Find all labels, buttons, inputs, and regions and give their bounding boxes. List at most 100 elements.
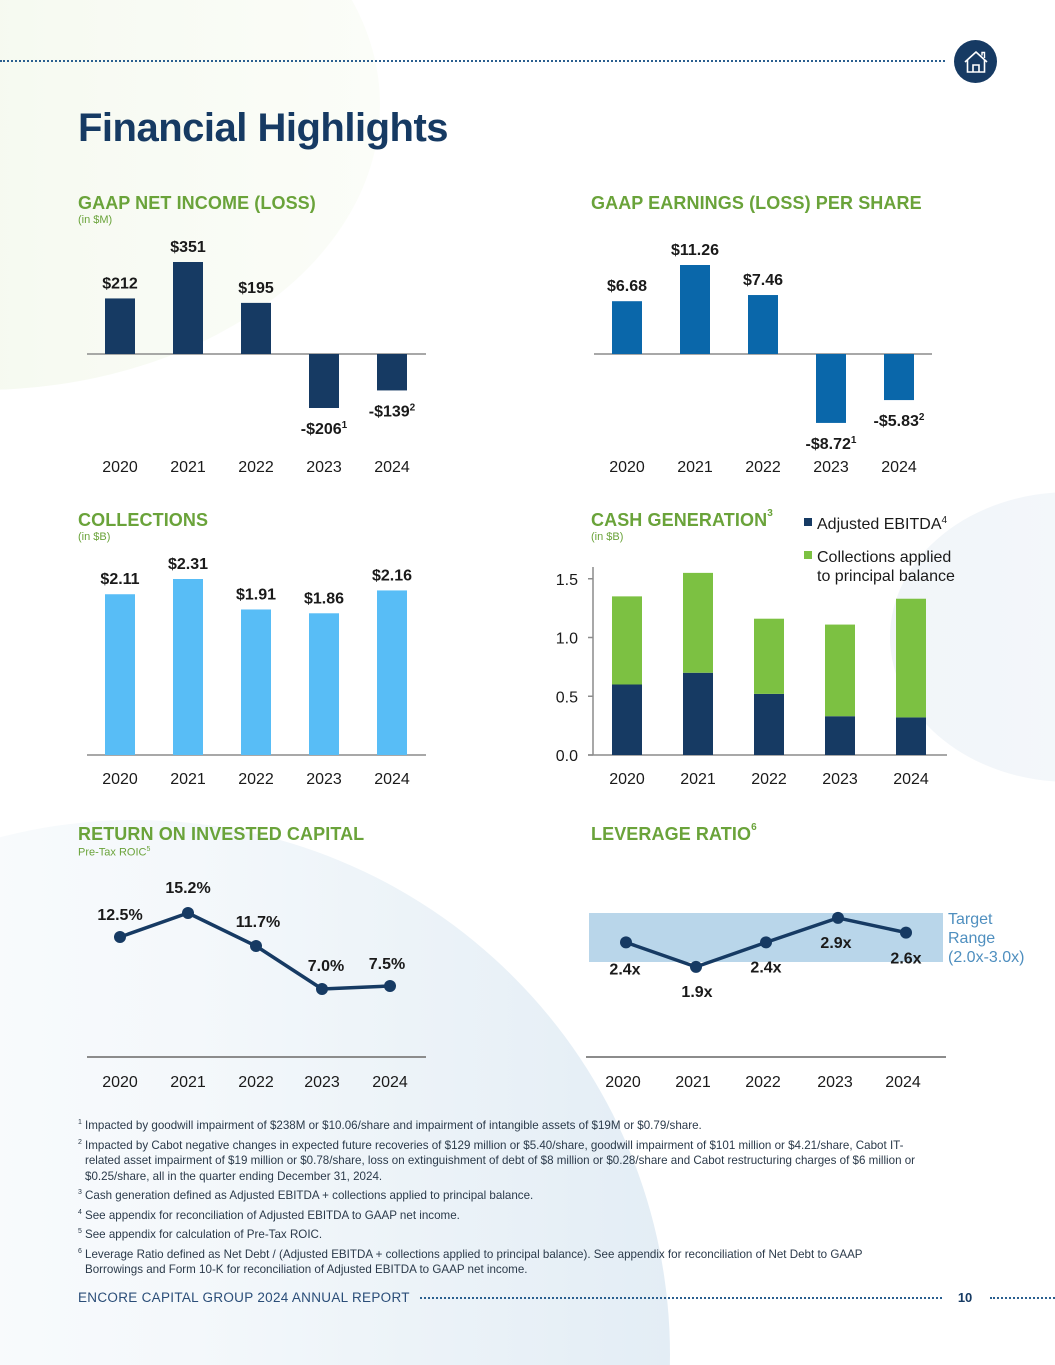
eps-data-label: $7.46: [743, 272, 783, 289]
cash-bar-adjusted-ebitda: [612, 684, 642, 755]
footnote-6: 6 Leverage Ratio defined as Net Debt / (A…: [78, 1247, 988, 1278]
eps-bar: [680, 265, 710, 354]
leverage-target-range-label: Range: [948, 930, 995, 947]
net-income-bar: [173, 262, 203, 354]
cash-y-tick-label: 0.5: [556, 689, 578, 706]
roic-x-tick-label: 2024: [372, 1074, 408, 1091]
leverage-data-label: 1.9x: [681, 984, 712, 1001]
collections-bar: [241, 609, 271, 755]
collections-x-tick-label: 2023: [306, 771, 342, 788]
eps-x-tick-label: 2022: [745, 459, 781, 476]
footnote-number: 4: [78, 1208, 82, 1216]
cash-bar-collections-applied: [612, 596, 642, 685]
footnote-number: 1: [78, 1119, 82, 1126]
footnote-1: 1 Impacted by goodwill impairment of $238…: [78, 1118, 988, 1134]
leverage-title-text: LEVERAGE RATIO: [591, 824, 752, 844]
footer: ENCORE CAPITAL GROUP 2024 ANNUAL REPORT …: [78, 1290, 1055, 1305]
legend-label-collections-applied-line2: to principal balance: [817, 568, 955, 585]
eps-x-tick-label: 2024: [881, 459, 917, 476]
eps-x-tick-label: 2021: [677, 459, 713, 476]
legend-label-adjusted-ebitda: Adjusted EBITDA4: [817, 515, 948, 533]
leverage-data-point: [690, 960, 702, 973]
cash-bar-collections-applied: [825, 624, 855, 717]
footnote-ref: 2: [919, 412, 925, 423]
roic-data-point: [384, 980, 396, 992]
eps-data-label: -$5.832: [874, 412, 925, 430]
collections-subtitle: (in $B): [78, 531, 111, 543]
cash-x-tick-label: 2023: [822, 771, 858, 788]
footnote-2: 2 Impacted by Cabot negative changes in e…: [78, 1138, 988, 1185]
footnote-text-line: Borrowings and Form 10-K for reconciliat…: [85, 1263, 528, 1276]
cash-x-tick-label: 2021: [680, 771, 716, 788]
cash-x-tick-label: 2024: [893, 771, 929, 788]
footnote-text-line: Cash generation defined as Adjusted EBIT…: [85, 1189, 534, 1202]
collections-data-label: $2.16: [372, 567, 412, 584]
footer-report-title: ENCORE CAPITAL GROUP 2024 ANNUAL REPORT: [78, 1290, 410, 1305]
home-icon: [963, 50, 988, 73]
net-income-subtitle: (in $M): [78, 214, 113, 226]
footnote-text-line: Impacted by Cabot negative changes in ex…: [85, 1138, 904, 1152]
collections-data-label: $2.11: [100, 571, 139, 588]
cash-bar-adjusted-ebitda: [754, 693, 784, 755]
roic-x-tick-label: 2021: [170, 1074, 206, 1091]
leverage-x-tick-label: 2021: [675, 1074, 711, 1091]
cash-bar-collections-applied: [896, 598, 926, 718]
footnote-number: 5: [78, 1228, 82, 1235]
roic-data-label: 12.5%: [97, 907, 142, 924]
net-income-bar: [377, 354, 407, 391]
collections-bar: [105, 594, 135, 755]
eps-x-tick-label: 2020: [609, 459, 645, 476]
net-income-bar: [309, 354, 339, 408]
footnote-3: 3 Cash generation defined as Adjusted EBI…: [78, 1188, 988, 1204]
cash-x-tick-label: 2022: [751, 771, 787, 788]
collections-bar: [173, 579, 203, 755]
cash-y-tick-label: 0.0: [556, 748, 578, 765]
eps-title: GAAP EARNINGS (LOSS) PER SHARE: [591, 193, 922, 213]
leverage-data-label: 2.9x: [820, 935, 851, 952]
collections-x-tick-label: 2024: [374, 771, 410, 788]
eps-bar: [748, 295, 778, 354]
page-title: Financial Highlights: [78, 106, 449, 150]
net-income-data-label: $195: [238, 280, 274, 297]
leverage-target-range-label: Target: [948, 911, 993, 928]
footnote-number: 2: [78, 1138, 82, 1146]
roic-x-tick-label: 2020: [102, 1074, 138, 1091]
net-income-x-tick-label: 2021: [170, 459, 206, 476]
roic-data-label: 7.5%: [369, 956, 405, 973]
leverage-x-tick-label: 2024: [885, 1074, 921, 1091]
collections-data-label: $1.91: [236, 586, 276, 603]
eps-bar: [612, 301, 642, 354]
footnote-text-line: Impacted by goodwill impairment of $238M…: [85, 1119, 702, 1132]
footnote-text-line: See appendix for reconciliation of Adjus…: [85, 1208, 460, 1222]
footnote-ref: 1: [342, 420, 348, 431]
cash-y-tick-label: 1.0: [556, 631, 578, 648]
home-button[interactable]: [954, 40, 997, 83]
cash-y-tick-label: 1.5: [556, 572, 578, 589]
eps-bar: [884, 354, 914, 401]
footnote-ref: 1: [851, 435, 857, 446]
footnote-text-line: Leverage Ratio defined as Net Debt / (Ad…: [85, 1247, 863, 1261]
roic-data-label: 11.7%: [236, 914, 280, 931]
net-income-x-tick-label: 2024: [374, 459, 410, 476]
footnote-ref: 2: [410, 402, 416, 413]
cash-bar-collections-applied: [683, 572, 713, 673]
legend-swatch-collections-applied: [804, 551, 812, 559]
footer-dotted-rule: [419, 1296, 942, 1299]
roic-data-point: [250, 940, 262, 952]
footnote-ref: 5: [146, 846, 151, 853]
collections-title: COLLECTIONS: [78, 510, 209, 530]
cash-generation-title: CASH GENERATION3: [591, 508, 773, 531]
eps-data-label: $6.68: [607, 278, 647, 295]
eps-bar: [816, 354, 846, 423]
leverage-data-label: 2.4x: [609, 961, 640, 978]
footnote-5: 5 See appendix for calculation of Pre-Tax…: [78, 1227, 988, 1243]
cash-generation-subtitle: (in $B): [591, 531, 624, 543]
net-income-bar: [241, 302, 271, 354]
collections-data-label: $2.31: [168, 556, 208, 573]
collections-data-label: $1.86: [304, 590, 344, 607]
footnotes: 1 Impacted by goodwill impairment of $238…: [78, 1118, 988, 1282]
roic-data-point: [114, 931, 126, 943]
roic-subtitle: Pre-Tax ROIC5: [78, 846, 150, 859]
cash-x-tick-label: 2020: [609, 771, 645, 788]
